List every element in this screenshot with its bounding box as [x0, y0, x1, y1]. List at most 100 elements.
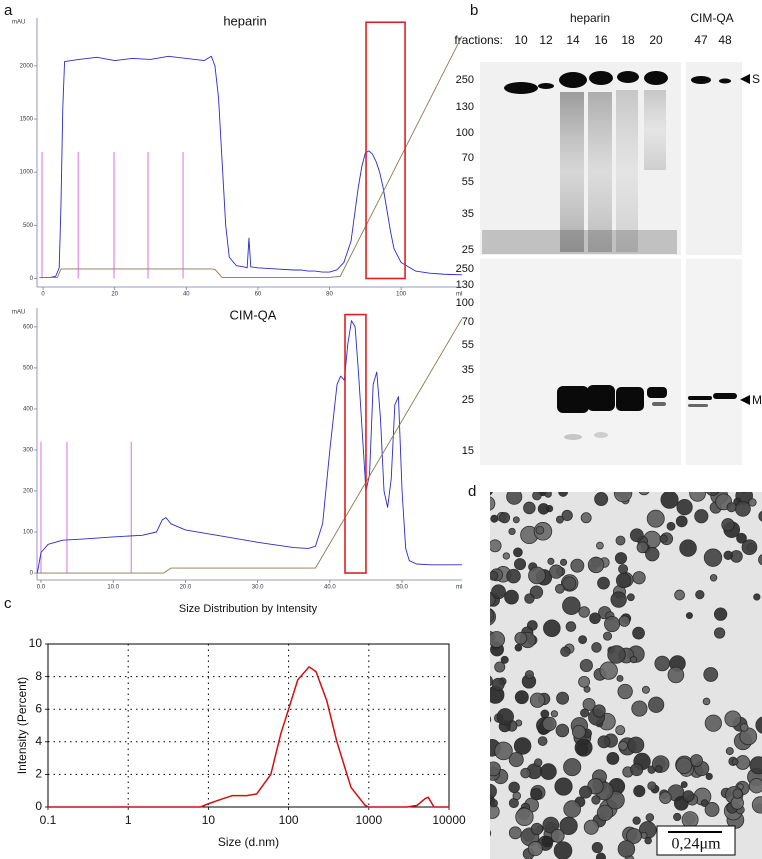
particle: [490, 830, 492, 837]
group-label: CIM-QA: [690, 11, 733, 25]
particle: [646, 509, 665, 528]
x-tick-label: 80: [326, 292, 333, 298]
particle: [490, 761, 501, 777]
highlight-box: [365, 21, 406, 280]
particle: [508, 752, 524, 768]
particle: [494, 741, 513, 761]
particle: [512, 791, 522, 801]
particle: [667, 666, 685, 684]
band: [688, 404, 708, 407]
particle: [632, 571, 646, 585]
band: [719, 78, 731, 84]
marker-label: 130: [456, 101, 474, 113]
panel-label: b: [470, 2, 478, 19]
y-tick-label: 4: [35, 734, 42, 748]
x-tick-label: 0.1: [40, 813, 57, 827]
smear: [616, 90, 638, 252]
particle: [703, 548, 723, 567]
x-tick-label: 20: [111, 292, 118, 298]
particle: [636, 541, 649, 554]
particle: [673, 812, 682, 822]
marker-label: 35: [462, 364, 474, 376]
particle: [583, 819, 599, 835]
particle: [681, 811, 699, 829]
particle: [618, 740, 628, 751]
band: [564, 434, 582, 440]
y-tick-label: 500: [23, 365, 34, 371]
marker-label: 250: [456, 74, 474, 86]
particle: [490, 716, 492, 723]
particle: [704, 714, 722, 732]
particle: [561, 509, 573, 522]
lane-label: 14: [566, 33, 580, 47]
band: [504, 82, 538, 94]
particle: [748, 498, 757, 507]
band: [644, 71, 668, 85]
particle: [499, 512, 511, 524]
x-tick-label: 0: [41, 292, 45, 298]
particle: [630, 763, 644, 777]
particle: [604, 615, 621, 633]
particle: [645, 547, 660, 562]
band: [557, 386, 589, 413]
particle: [616, 674, 624, 682]
particle: [596, 804, 614, 822]
band: [713, 393, 737, 399]
y-tick-label: 200: [23, 489, 34, 495]
particle: [537, 503, 550, 515]
scale-bar-label: 0,24μm: [671, 836, 721, 853]
smear: [588, 92, 612, 252]
highlight-box: [344, 313, 367, 574]
group-label: heparin: [570, 11, 610, 25]
series-line: [39, 55, 463, 278]
particle: [555, 515, 564, 524]
particle: [680, 781, 688, 788]
particle: [490, 514, 499, 523]
particle: [741, 539, 758, 556]
particle: [753, 593, 761, 601]
particle: [514, 643, 523, 652]
band: [616, 387, 644, 411]
particle: [582, 697, 596, 711]
particle: [633, 785, 646, 798]
particle: [758, 554, 762, 566]
lane-label: 10: [514, 33, 528, 47]
series-line: [37, 318, 463, 574]
particle: [675, 757, 693, 774]
marker-label: 250: [456, 263, 474, 275]
particle: [702, 697, 711, 706]
y-tick-label: 2000: [20, 63, 34, 69]
particle: [689, 492, 706, 502]
particle: [705, 772, 713, 781]
particle: [496, 708, 514, 726]
particle: [736, 532, 747, 544]
x-tick-label: 100: [396, 292, 407, 298]
particle: [614, 552, 628, 565]
particle: [558, 492, 569, 497]
particle: [592, 704, 606, 718]
particle: [647, 781, 657, 791]
y-tick-label: 300: [23, 448, 34, 454]
blot-divider: [681, 60, 686, 468]
y-axis-label: mAU: [12, 310, 25, 316]
tem-image: 0,24μm: [490, 492, 762, 859]
y-tick-label: 6: [35, 701, 42, 715]
particle: [504, 589, 519, 605]
particle: [659, 791, 672, 804]
particles: [490, 492, 762, 859]
y-tick-label: 500: [23, 223, 34, 229]
band-arrow: [740, 395, 750, 405]
particle: [537, 736, 548, 746]
particle: [615, 725, 626, 736]
particle: [627, 593, 635, 602]
particle: [617, 683, 633, 700]
particle: [654, 765, 663, 773]
particle: [721, 518, 735, 532]
particle: [490, 631, 506, 648]
y-tick-label: 0: [30, 571, 34, 577]
particle: [618, 564, 629, 575]
band: [559, 72, 587, 88]
particle: [502, 552, 510, 560]
particle: [514, 690, 529, 705]
lane-label: 18: [621, 33, 635, 47]
